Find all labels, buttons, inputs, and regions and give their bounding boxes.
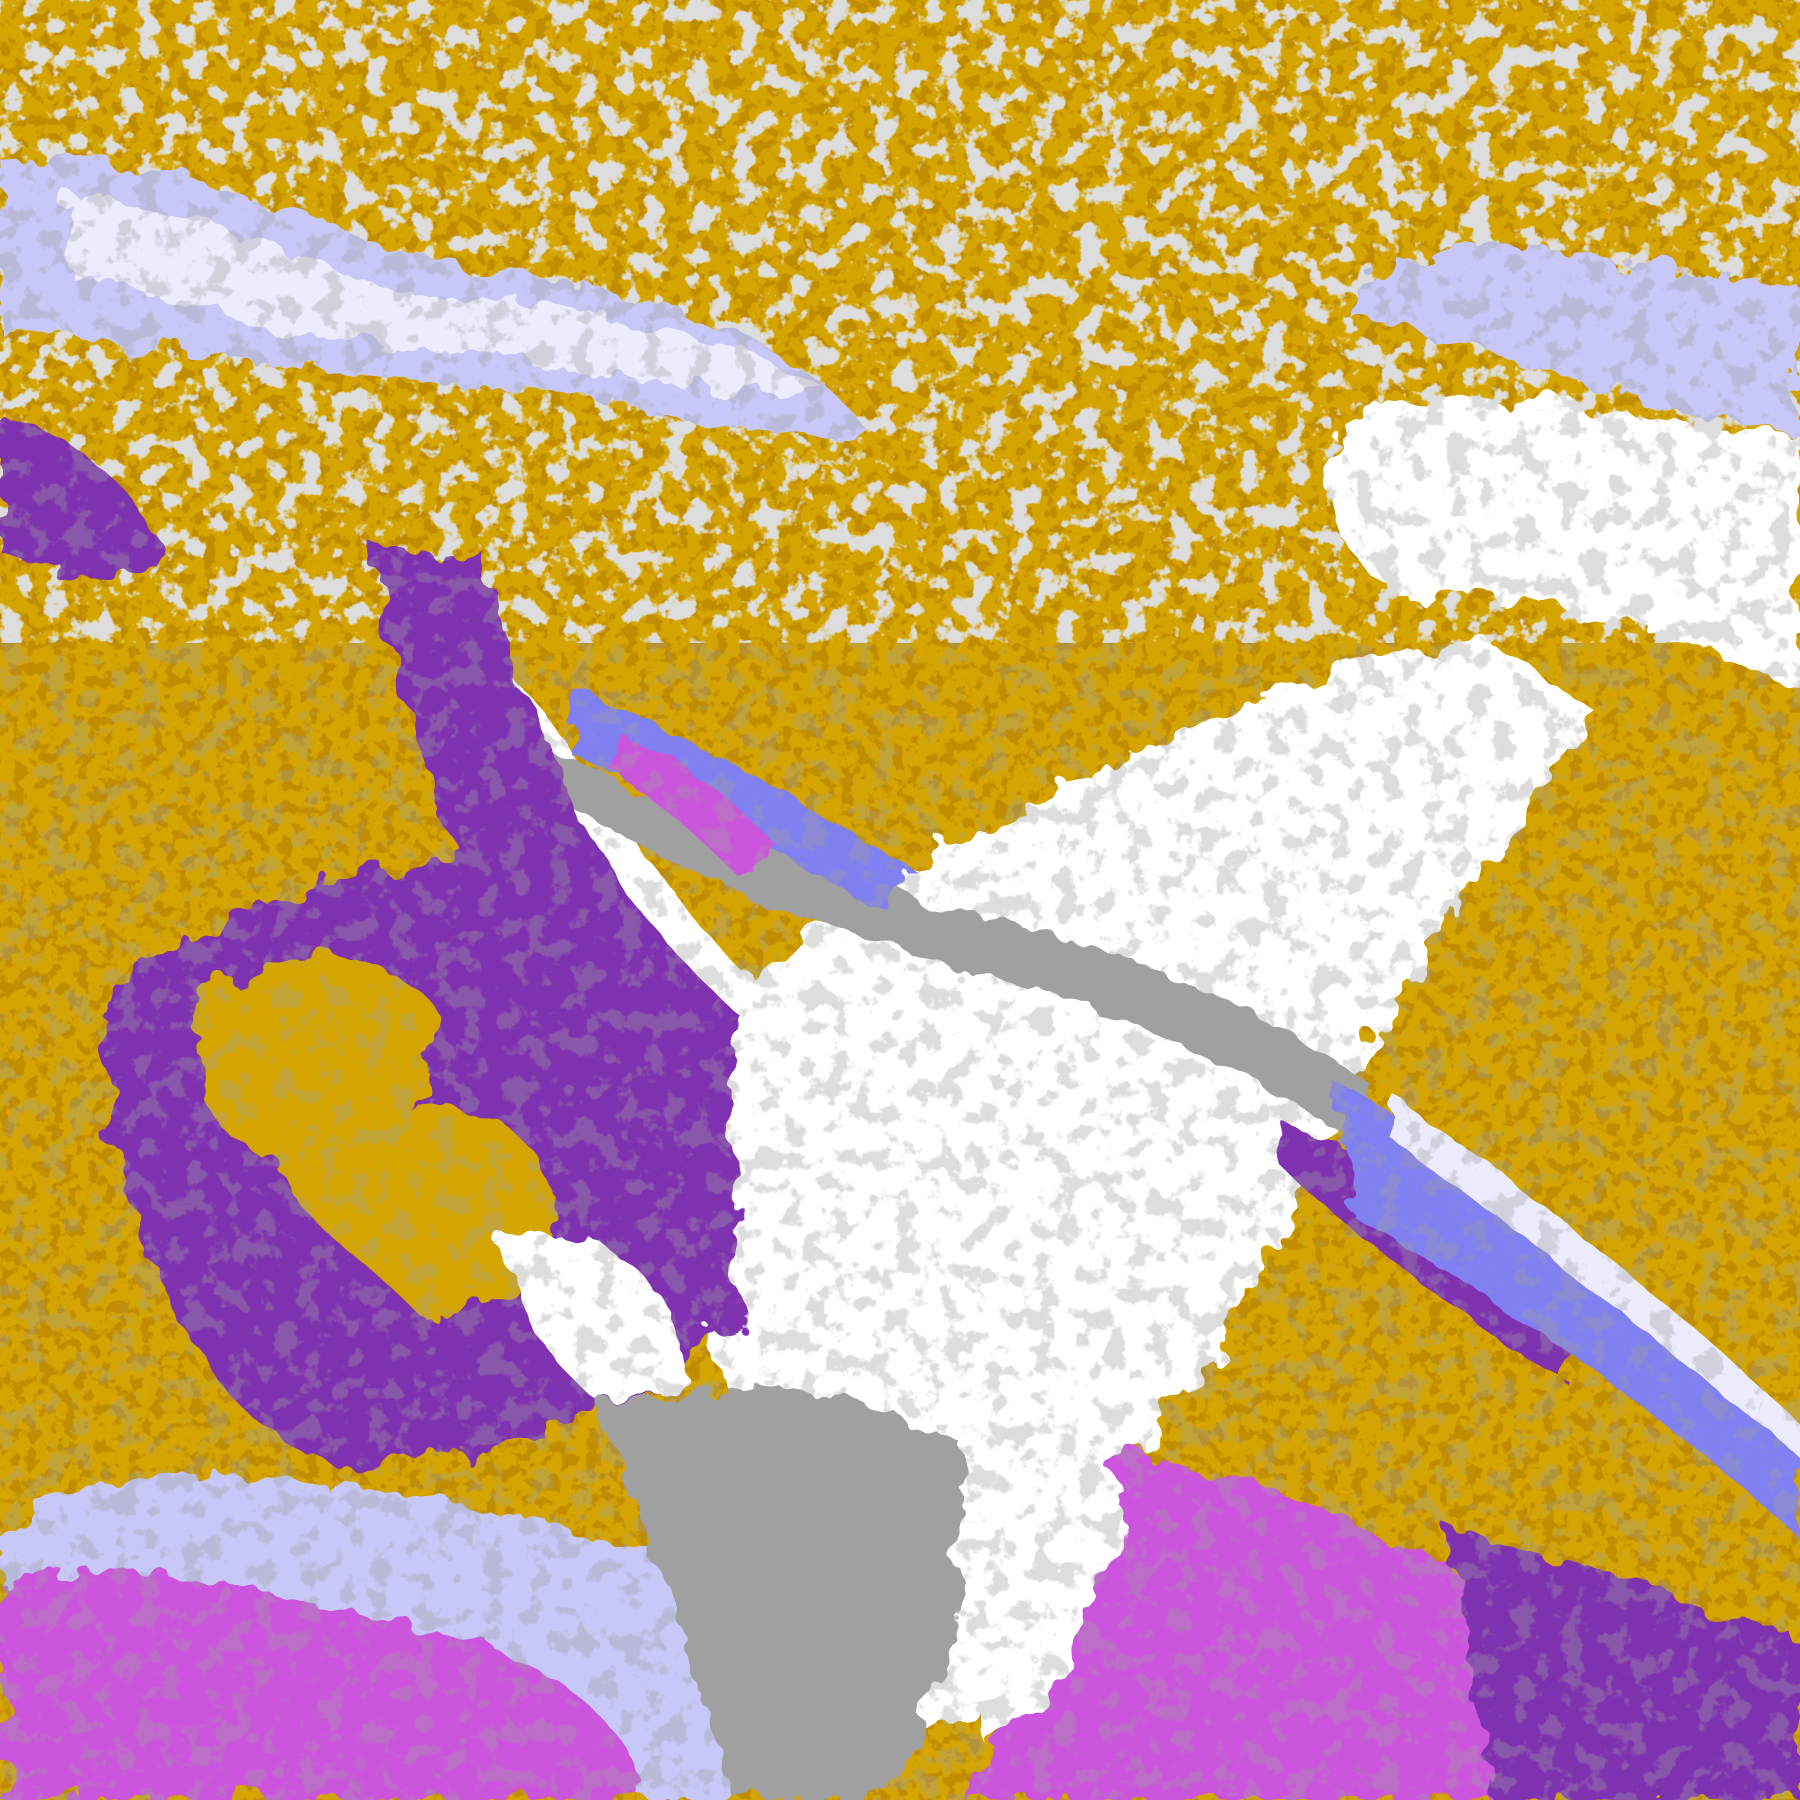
gray-texture bbox=[0, 0, 1800, 1800]
map-canvas bbox=[0, 0, 1800, 1800]
satellite-classification-map bbox=[0, 0, 1800, 1800]
